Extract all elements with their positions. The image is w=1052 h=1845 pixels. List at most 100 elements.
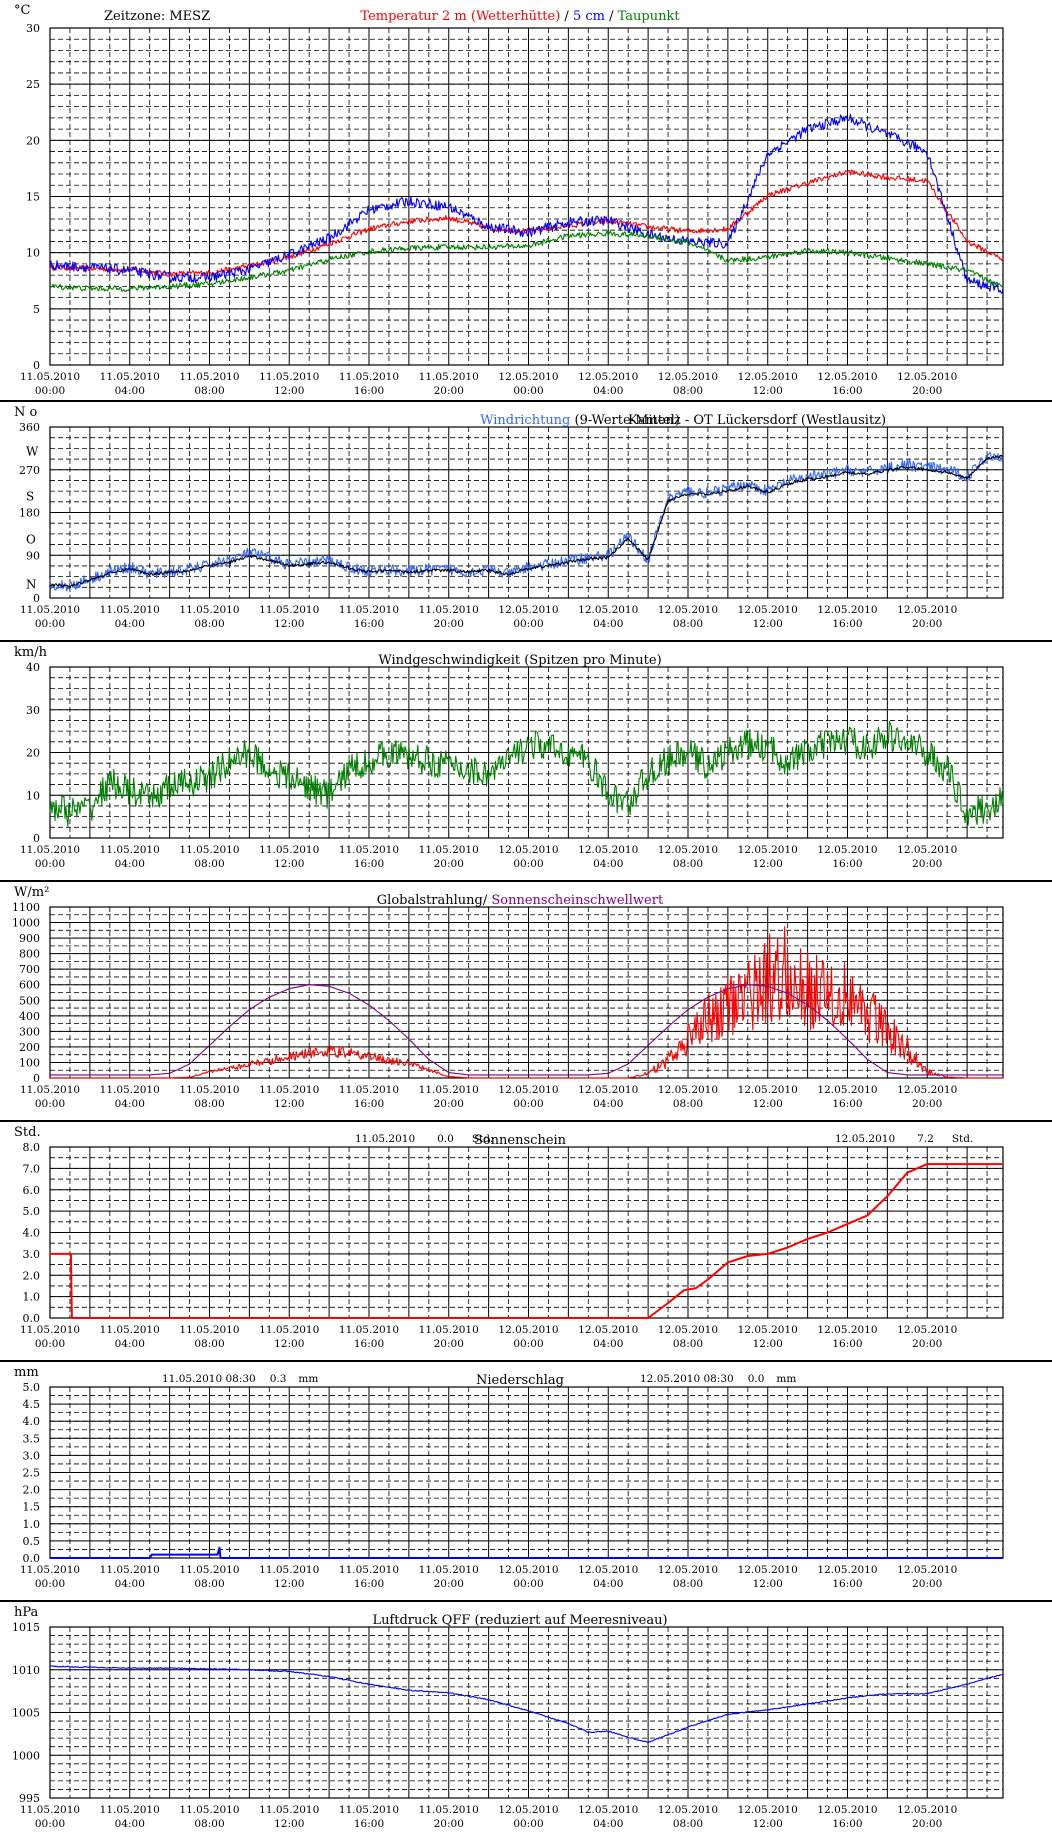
x-tick-date: 12.05.2010 xyxy=(578,604,638,616)
x-tick-date: 11.05.2010 xyxy=(339,371,399,383)
y-tick-label: 20 xyxy=(26,747,40,760)
y-tick-label: 1000 xyxy=(12,917,40,930)
series-line-niederschlag xyxy=(50,1546,1003,1559)
x-tick-date: 11.05.2010 xyxy=(339,1084,399,1096)
x-tick-time: 00:00 xyxy=(513,1578,543,1590)
chart-temp: 0 5 10 15 20 25 30 °C Zeitzone: MESZ Temperatur 2… xyxy=(14,3,1004,397)
x-tick-date: 11.05.2010 xyxy=(419,1804,479,1816)
x-tick-date: 11.05.2010 xyxy=(259,371,319,383)
y-unit-label: Std. xyxy=(14,1125,41,1140)
x-tick-date: 11.05.2010 xyxy=(259,1324,319,1336)
x-tick-date: 12.05.2010 xyxy=(658,371,718,383)
x-tick-time: 16:00 xyxy=(354,1338,384,1350)
chart-title: Windgeschwindigkeit (Spitzen pro Minute) xyxy=(378,653,661,668)
chart-title: Niederschlag xyxy=(476,1373,564,1388)
daily-summary: 12.05.2010 08:30 0.0 mm xyxy=(640,1373,796,1385)
x-tick-time: 12:00 xyxy=(753,1818,783,1830)
x-tick-time: 16:00 xyxy=(832,1338,862,1350)
x-tick-date: 12.05.2010 xyxy=(897,844,957,856)
x-tick-date: 12.05.2010 xyxy=(658,1324,718,1336)
x-tick-time: 20:00 xyxy=(912,1338,942,1350)
x-tick-time: 08:00 xyxy=(194,1338,224,1350)
x-tick-date: 11.05.2010 xyxy=(259,604,319,616)
x-tick-time: 20:00 xyxy=(912,1818,942,1830)
x-tick-date: 11.05.2010 xyxy=(419,844,479,856)
chart-title: Sonnenschein xyxy=(474,1133,567,1148)
x-tick-time: 12:00 xyxy=(753,858,783,870)
x-tick-time: 12:00 xyxy=(753,1098,783,1110)
x-tick-time: 12:00 xyxy=(274,1098,304,1110)
x-tick-time: 00:00 xyxy=(513,1098,543,1110)
x-tick-date: 12.05.2010 xyxy=(498,1804,558,1816)
x-tick-time: 08:00 xyxy=(194,618,224,630)
x-tick-date: 11.05.2010 xyxy=(100,371,160,383)
y-tick-label: 995 xyxy=(19,1792,40,1805)
x-tick-date: 12.05.2010 xyxy=(817,1084,877,1096)
x-tick-time: 04:00 xyxy=(593,858,623,870)
y-tick-label: 0.0 xyxy=(23,1552,41,1565)
x-tick-time: 00:00 xyxy=(35,1098,65,1110)
x-tick-time: 08:00 xyxy=(194,1098,224,1110)
x-tick-date: 11.05.2010 xyxy=(419,1324,479,1336)
compass-label: O xyxy=(26,532,36,546)
x-tick-date: 12.05.2010 xyxy=(658,1564,718,1576)
x-tick-date: 11.05.2010 xyxy=(20,371,80,383)
y-tick-label: 0.0 xyxy=(23,1312,41,1325)
x-tick-time: 00:00 xyxy=(513,1818,543,1830)
panel-temperature: 0 5 10 15 20 25 30 °C Zeitzone: MESZ Temperatur 2… xyxy=(0,0,1052,400)
x-tick-date: 11.05.2010 xyxy=(419,371,479,383)
y-tick-label: 4.0 xyxy=(23,1415,41,1428)
x-tick-date: 12.05.2010 xyxy=(897,1084,957,1096)
x-tick-date: 12.05.2010 xyxy=(498,371,558,383)
x-tick-date: 11.05.2010 xyxy=(20,844,80,856)
x-tick-time: 00:00 xyxy=(513,858,543,870)
x-tick-time: 08:00 xyxy=(194,858,224,870)
y-tick-label: 100 xyxy=(19,1056,40,1069)
x-tick-date: 11.05.2010 xyxy=(419,604,479,616)
x-tick-date: 11.05.2010 xyxy=(259,844,319,856)
y-tick-label: 1005 xyxy=(12,1707,40,1720)
x-tick-time: 08:00 xyxy=(673,1098,703,1110)
x-tick-date: 12.05.2010 xyxy=(817,1324,877,1336)
x-tick-time: 08:00 xyxy=(673,1578,703,1590)
compass-label: S xyxy=(26,490,34,504)
x-tick-time: 00:00 xyxy=(513,1338,543,1350)
x-tick-date: 12.05.2010 xyxy=(897,1804,957,1816)
daily-summary: 12.05.2010 7.2 Std. xyxy=(835,1133,973,1145)
x-tick-time: 12:00 xyxy=(274,385,304,397)
x-tick-time: 00:00 xyxy=(35,1578,65,1590)
x-tick-date: 12.05.2010 xyxy=(817,1564,877,1576)
x-tick-date: 12.05.2010 xyxy=(658,1804,718,1816)
y-tick-label: 30 xyxy=(26,704,40,717)
series-line-globalstrahlung xyxy=(50,926,1003,1079)
x-tick-date: 12.05.2010 xyxy=(578,1084,638,1096)
y-tick-label: 10 xyxy=(26,247,40,260)
panel-divider xyxy=(0,880,1052,882)
y-tick-label: 500 xyxy=(19,994,40,1007)
panel-pressure: 995 1000 1005 1010 1015 hPa Luftdruck QFF (red… xyxy=(0,1602,1052,1841)
y-tick-label: 2.0 xyxy=(23,1269,41,1282)
x-tick-time: 08:00 xyxy=(194,1578,224,1590)
y-tick-label: 270 xyxy=(19,464,40,477)
y-tick-label: 1.0 xyxy=(23,1518,41,1531)
x-tick-date: 12.05.2010 xyxy=(578,1324,638,1336)
y-tick-label: 0 xyxy=(33,592,40,605)
y-tick-label: 8.0 xyxy=(23,1141,41,1154)
x-tick-time: 00:00 xyxy=(35,1818,65,1830)
x-tick-time: 04:00 xyxy=(593,1098,623,1110)
x-tick-time: 16:00 xyxy=(354,385,384,397)
x-tick-date: 11.05.2010 xyxy=(179,1324,239,1336)
y-tick-label: 5.0 xyxy=(23,1381,41,1394)
y-tick-label: 1000 xyxy=(12,1749,40,1762)
x-tick-time: 04:00 xyxy=(115,618,145,630)
x-tick-date: 12.05.2010 xyxy=(817,844,877,856)
chart-title: Windrichtung (9-Werte-Mittel) xyxy=(480,413,680,428)
x-tick-date: 11.05.2010 xyxy=(179,1084,239,1096)
y-tick-label: 200 xyxy=(19,1041,40,1054)
x-tick-time: 04:00 xyxy=(115,858,145,870)
x-tick-date: 11.05.2010 xyxy=(259,1564,319,1576)
series-line-5-cm xyxy=(49,113,1004,295)
y-tick-label: 0 xyxy=(33,359,40,372)
